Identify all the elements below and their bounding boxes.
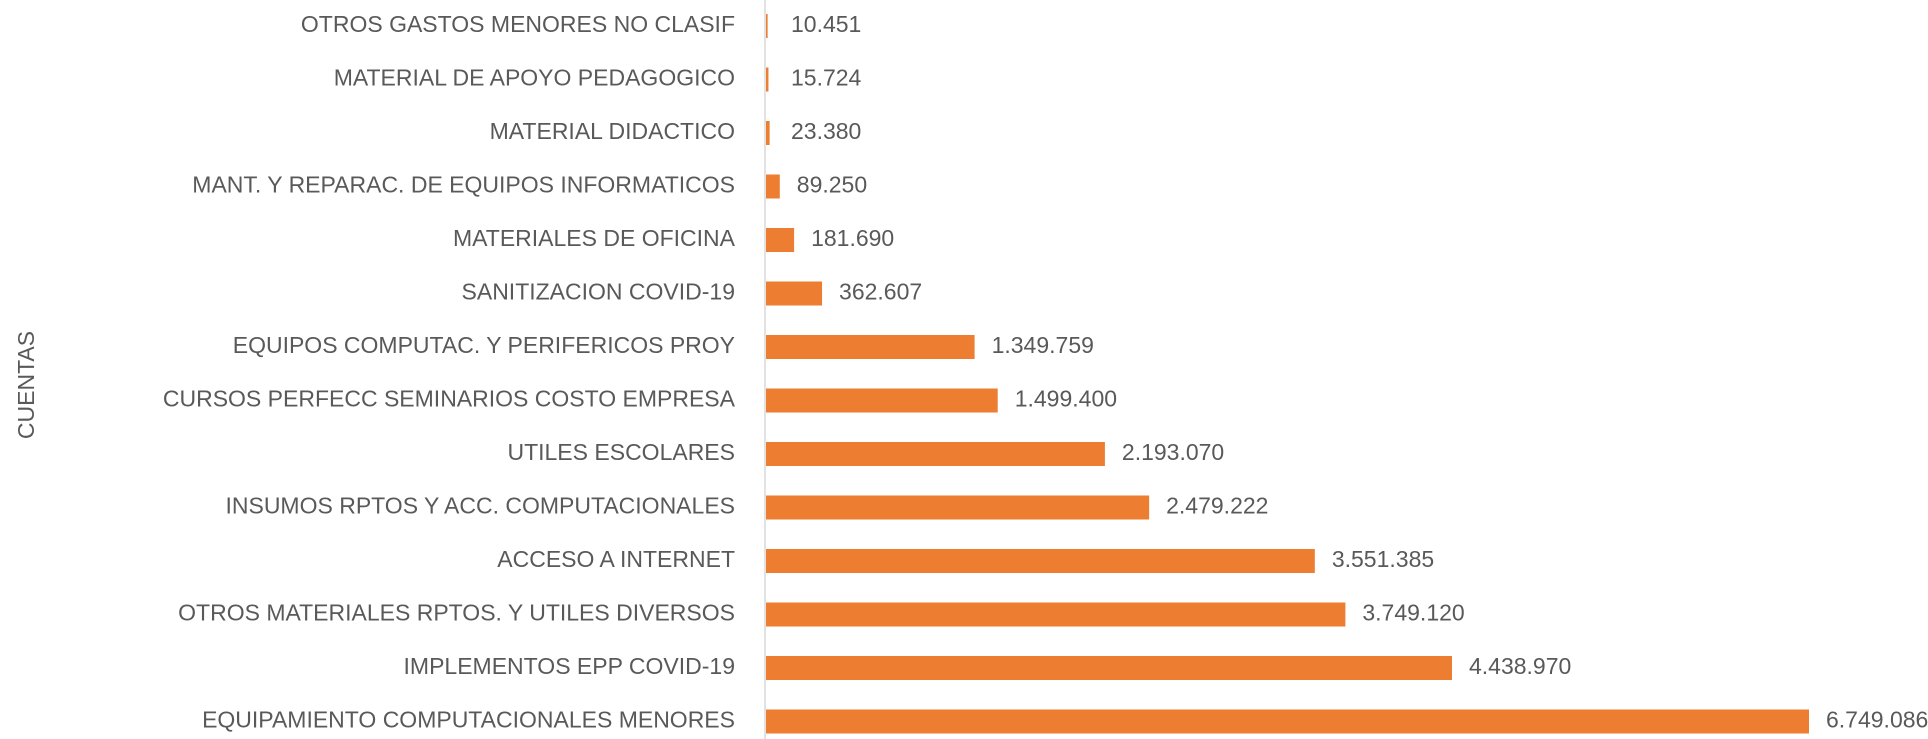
category-label: IMPLEMENTOS EPP COVID-19 bbox=[404, 653, 735, 679]
value-label: 23.380 bbox=[791, 118, 861, 144]
bar bbox=[766, 174, 780, 199]
category-label: SANITIZACION COVID-19 bbox=[462, 279, 735, 305]
value-label: 6.749.086 bbox=[1826, 707, 1928, 733]
bar bbox=[766, 67, 769, 92]
category-label: EQUIPAMIENTO COMPUTACIONALES MENORES bbox=[202, 707, 735, 733]
bar bbox=[766, 495, 1150, 520]
y-axis-title: CUENTAS bbox=[13, 331, 39, 439]
bar bbox=[766, 121, 770, 145]
category-label: ACCESO A INTERNET bbox=[497, 546, 735, 572]
value-label: 89.250 bbox=[797, 172, 867, 198]
category-label: OTROS MATERIALES RPTOS. Y UTILES DIVERSO… bbox=[178, 600, 735, 626]
value-label: 3.749.120 bbox=[1362, 600, 1464, 626]
value-label: 3.551.385 bbox=[1332, 546, 1434, 572]
category-label: INSUMOS RPTOS Y ACC. COMPUTACIONALES bbox=[225, 493, 735, 519]
value-label: 15.724 bbox=[791, 65, 862, 91]
bar bbox=[766, 335, 975, 359]
value-label: 362.607 bbox=[839, 279, 922, 305]
value-label: 1.349.759 bbox=[992, 332, 1094, 358]
bar bbox=[766, 549, 1315, 573]
bar bbox=[766, 656, 1452, 680]
value-label: 1.499.400 bbox=[1015, 386, 1117, 412]
bar bbox=[766, 228, 795, 252]
category-label: MANT. Y REPARAC. DE EQUIPOS INFORMATICOS bbox=[192, 172, 735, 198]
value-label: 4.438.970 bbox=[1469, 653, 1571, 679]
value-label: 181.690 bbox=[811, 225, 894, 251]
category-label: MATERIAL DIDACTICO bbox=[490, 118, 735, 144]
category-label: MATERIAL DE APOYO PEDAGOGICO bbox=[334, 65, 735, 91]
bar bbox=[766, 709, 1809, 734]
category-label: CURSOS PERFECC SEMINARIOS COSTO EMPRESA bbox=[163, 386, 736, 412]
bar bbox=[766, 388, 998, 413]
bar bbox=[766, 442, 1105, 466]
value-label: 2.193.070 bbox=[1122, 439, 1224, 465]
category-label: MATERIALES DE OFICINA bbox=[453, 225, 736, 251]
bar bbox=[766, 14, 768, 38]
bar bbox=[766, 281, 823, 306]
category-label: EQUIPOS COMPUTAC. Y PERIFERICOS PROY bbox=[233, 332, 735, 358]
category-label: UTILES ESCOLARES bbox=[507, 439, 735, 465]
value-label: 2.479.222 bbox=[1166, 493, 1268, 519]
value-label: 10.451 bbox=[791, 11, 861, 37]
bar bbox=[766, 602, 1346, 627]
category-label: OTROS GASTOS MENORES NO CLASIF bbox=[301, 11, 735, 37]
